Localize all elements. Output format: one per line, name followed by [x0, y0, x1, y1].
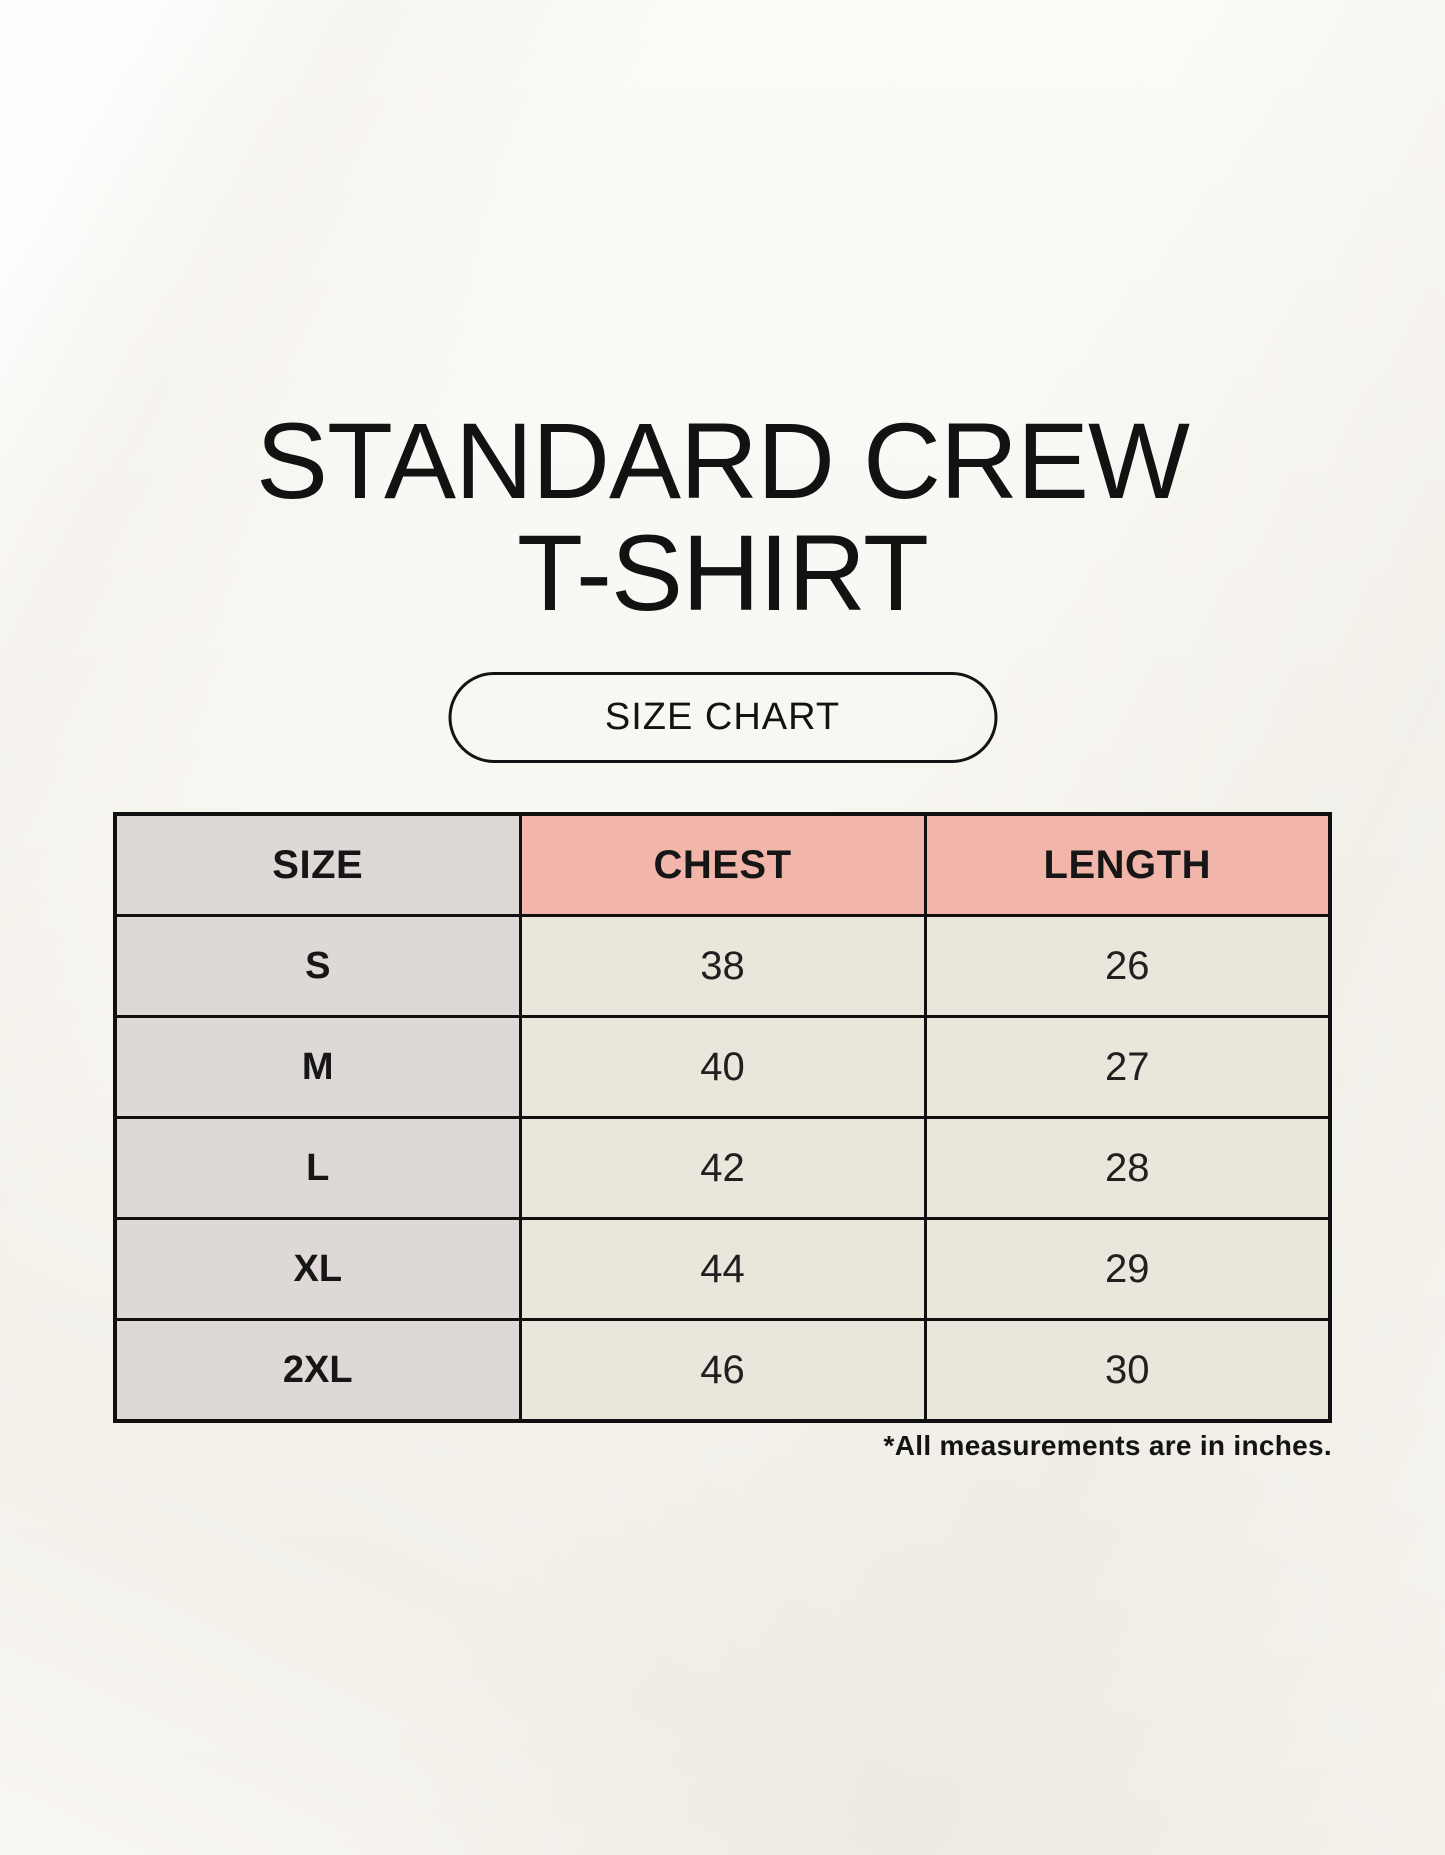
title-line-1: STANDARD CREW	[255, 400, 1190, 521]
chest-value: 44	[518, 1217, 927, 1321]
size-label: L	[113, 1116, 522, 1220]
size-chart-badge-label: SIZE CHART	[604, 696, 841, 738]
table-row: 2XL 46 30	[113, 1318, 1332, 1423]
table-row: S 38 26	[113, 914, 1332, 1018]
length-value: 30	[923, 1318, 1332, 1423]
length-value: 26	[923, 914, 1332, 1018]
chest-value: 40	[518, 1015, 927, 1119]
size-table-head: SIZE CHEST LENGTH	[113, 812, 1332, 917]
column-header-size: SIZE	[113, 812, 522, 917]
table-row: XL 44 29	[113, 1217, 1332, 1321]
column-header-length: LENGTH	[923, 812, 1332, 917]
measurements-note: *All measurements are in inches.	[883, 1430, 1332, 1461]
size-label: XL	[113, 1217, 522, 1321]
size-label: 2XL	[113, 1318, 522, 1423]
title-line-2: T-SHIRT	[516, 512, 929, 633]
length-value: 27	[923, 1015, 1332, 1119]
length-value: 28	[923, 1116, 1332, 1220]
length-value: 29	[923, 1217, 1332, 1321]
size-chart-badge: SIZE CHART	[448, 672, 997, 763]
table-row: M 40 27	[113, 1015, 1332, 1119]
table-row: L 42 28	[113, 1116, 1332, 1220]
column-header-chest: CHEST	[518, 812, 927, 917]
size-table: SIZE CHEST LENGTH S 38 26 M 40 27 L 42 28 XL 44 29 2…	[113, 812, 1332, 1423]
size-table-body: S 38 26 M 40 27 L 42 28 XL 44 29 2XL 46 30	[113, 914, 1332, 1423]
chest-value: 46	[518, 1318, 927, 1423]
chest-value: 38	[518, 914, 927, 1018]
size-label: S	[113, 914, 522, 1018]
chest-value: 42	[518, 1116, 927, 1220]
table-header-row: SIZE CHEST LENGTH	[113, 812, 1332, 917]
page-title: STANDARD CREW T-SHIRT	[0, 405, 1445, 629]
size-label: M	[113, 1015, 522, 1119]
